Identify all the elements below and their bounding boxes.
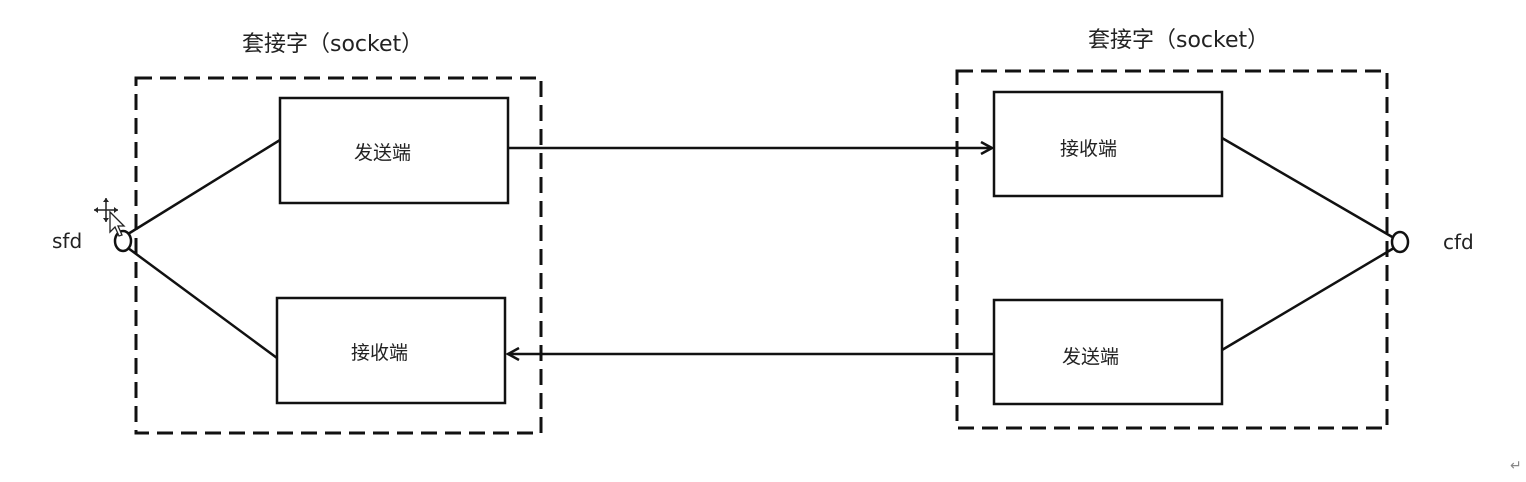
right-receiver-box — [992, 90, 1224, 198]
sfd-label: sfd — [52, 229, 83, 253]
sender-to-cfd-line — [1221, 246, 1395, 352]
right-socket-container — [955, 69, 1389, 430]
right-sender-box — [992, 298, 1224, 406]
cfd-label: cfd — [1443, 230, 1474, 254]
receiver-to-cfd-line — [1221, 136, 1395, 240]
left-receiver-box — [275, 296, 507, 405]
sfd-to-receiver-line — [127, 246, 278, 360]
right-receiver-label: 接收端 — [1060, 138, 1118, 160]
left-socket-container — [134, 76, 543, 435]
paragraph-mark: ↵ — [1510, 458, 1522, 474]
right-socket-title: 套接字（socket） — [1088, 28, 1270, 53]
left-socket-title: 套接字（socket） — [242, 32, 424, 57]
left-sender-box — [278, 96, 510, 205]
right-sender-label: 发送端 — [1062, 346, 1120, 368]
cfd-endpoint-circle — [1390, 230, 1410, 254]
left-receiver-label: 接收端 — [351, 342, 409, 364]
move-cursor-icon — [94, 198, 126, 237]
left-sender-label: 发送端 — [354, 142, 412, 164]
sfd-to-sender-line — [127, 138, 281, 236]
